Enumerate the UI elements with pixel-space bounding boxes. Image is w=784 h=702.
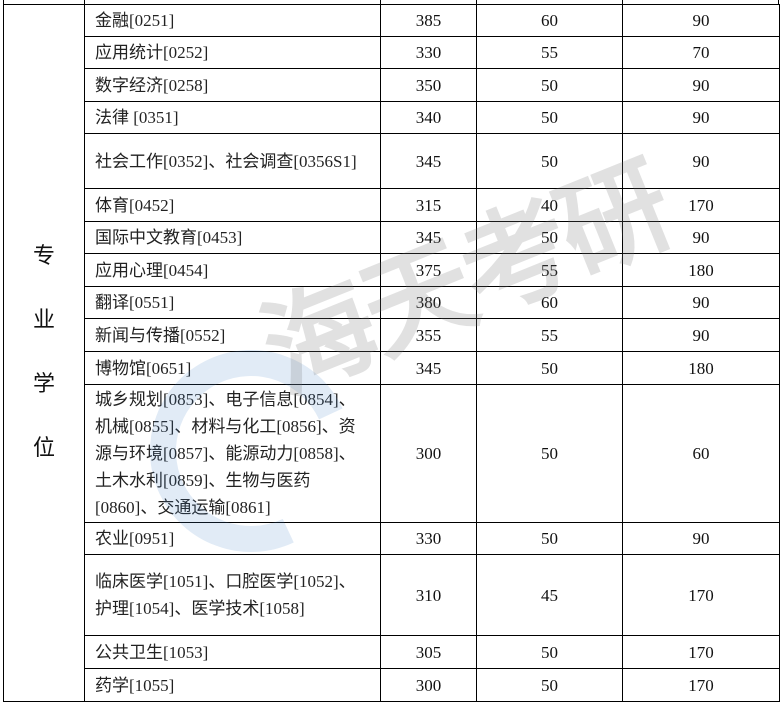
single-score-150-cell: 90 [622, 522, 780, 555]
name-cell: 翻译[0551] [84, 286, 381, 319]
single-score-100-cell: 50 [476, 221, 623, 254]
total-score-cell: 355 [380, 318, 477, 352]
single-score-100-cell: 50 [476, 668, 623, 702]
table-row: 城乡规划[0853]、电子信息[0854]、机械[0855]、材料与化工[085… [4, 384, 780, 523]
name-cell: 法律 [0351] [84, 101, 381, 134]
single-score-100-cell: 45 [476, 554, 623, 636]
name-cell: 博物馆[0651] [84, 351, 381, 385]
total-score-cell: 345 [380, 351, 477, 385]
table-row: 应用心理[0454] 375 55 180 [4, 253, 780, 287]
single-score-150-cell: 180 [622, 351, 780, 385]
table-row: 体育[0452] 315 40 170 [4, 188, 780, 222]
score-table: 专业学位 金融[0251] 385 60 90 应用统计[0252] 330 55 70 数字经济… [3, 4, 780, 702]
table-row: 应用统计[0252] 330 55 70 [4, 36, 780, 69]
total-score-cell: 350 [380, 68, 477, 102]
total-score-cell: 310 [380, 554, 477, 636]
name-cell: 社会工作[0352]、社会调查[0356S1] [84, 133, 381, 189]
table-row: 专业学位 金融[0251] 385 60 90 [3, 4, 780, 702]
single-score-100-cell: 55 [476, 318, 623, 352]
single-score-100-cell: 50 [476, 635, 623, 669]
table-row: 法律 [0351] 340 50 90 [4, 101, 780, 134]
table-row: 农业[0951] 330 50 90 [4, 522, 780, 555]
total-score-cell: 375 [380, 253, 477, 287]
total-score-cell: 300 [380, 668, 477, 702]
single-score-150-cell: 70 [622, 36, 780, 69]
single-score-100-cell: 50 [476, 101, 623, 134]
single-score-150-cell: 170 [622, 554, 780, 636]
total-score-cell: 340 [380, 101, 477, 134]
single-score-100-cell: 55 [476, 36, 623, 69]
total-score-cell: 345 [380, 221, 477, 254]
single-score-100-cell: 60 [476, 4, 623, 37]
name-cell: 应用心理[0454] [84, 253, 381, 287]
name-cell: 国际中文教育[0453] [84, 221, 381, 254]
single-score-150-cell: 90 [622, 318, 780, 352]
single-score-100-cell: 40 [476, 188, 623, 222]
single-score-100-cell: 50 [476, 522, 623, 555]
single-score-100-cell: 50 [476, 384, 623, 523]
name-cell: 数字经济[0258] [84, 68, 381, 102]
single-score-100-cell: 50 [476, 133, 623, 189]
name-cell: 金融[0251] [84, 4, 381, 37]
name-cell: 药学[1055] [84, 668, 381, 702]
single-score-100-cell: 60 [476, 286, 623, 319]
name-cell: 体育[0452] [84, 188, 381, 222]
table-row: 公共卫生[1053] 305 50 170 [4, 635, 780, 669]
name-cell: 农业[0951] [84, 522, 381, 555]
total-score-cell: 330 [380, 522, 477, 555]
total-score-cell: 315 [380, 188, 477, 222]
table-row: 国际中文教育[0453] 345 50 90 [4, 221, 780, 254]
single-score-150-cell: 180 [622, 253, 780, 287]
single-score-150-cell: 90 [622, 4, 780, 37]
name-cell: 公共卫生[1053] [84, 635, 381, 669]
table-row: 新闻与传播[0552] 355 55 90 [4, 318, 780, 352]
name-cell: 新闻与传播[0552] [84, 318, 381, 352]
single-score-150-cell: 90 [622, 101, 780, 134]
table-row: 社会工作[0352]、社会调查[0356S1] 345 50 90 [4, 133, 780, 189]
table-row: 药学[1055] 300 50 170 [4, 668, 780, 702]
single-score-150-cell: 90 [622, 221, 780, 254]
name-cell: 临床医学[1051]、口腔医学[1052]、护理[1054]、医学技术[1058… [84, 554, 381, 636]
single-score-150-cell: 60 [622, 384, 780, 523]
single-score-150-cell: 170 [622, 188, 780, 222]
total-score-cell: 345 [380, 133, 477, 189]
table-row: 数字经济[0258] 350 50 90 [4, 68, 780, 102]
single-score-150-cell: 90 [622, 286, 780, 319]
single-score-100-cell: 55 [476, 253, 623, 287]
table-row: 临床医学[1051]、口腔医学[1052]、护理[1054]、医学技术[1058… [4, 554, 780, 636]
category-cell: 专业学位 [3, 4, 85, 702]
single-score-100-cell: 50 [476, 68, 623, 102]
category-label: 专业学位 [32, 244, 55, 461]
total-score-cell: 380 [380, 286, 477, 319]
total-score-cell: 305 [380, 635, 477, 669]
single-score-150-cell: 170 [622, 668, 780, 702]
total-score-cell: 385 [380, 4, 477, 37]
single-score-150-cell: 90 [622, 133, 780, 189]
table-row: 翻译[0551] 380 60 90 [4, 286, 780, 319]
name-cell: 应用统计[0252] [84, 36, 381, 69]
single-score-150-cell: 170 [622, 635, 780, 669]
total-score-cell: 330 [380, 36, 477, 69]
total-score-cell: 300 [380, 384, 477, 523]
name-cell: 城乡规划[0853]、电子信息[0854]、机械[0855]、材料与化工[085… [84, 384, 381, 523]
table-row: 博物馆[0651] 345 50 180 [4, 351, 780, 385]
single-score-100-cell: 50 [476, 351, 623, 385]
table-top-edge [3, 0, 779, 4]
single-score-150-cell: 90 [622, 68, 780, 102]
